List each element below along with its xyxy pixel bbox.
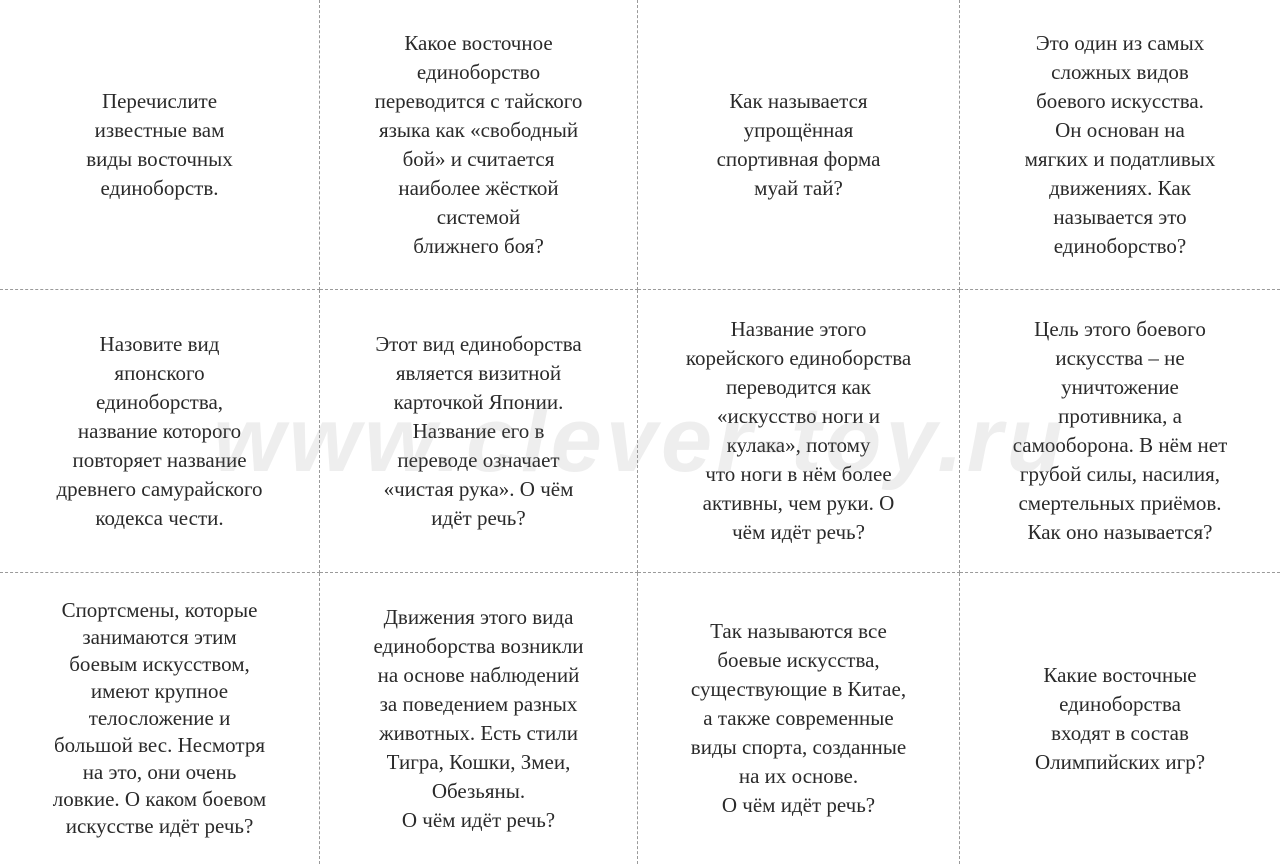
card-text-line: а также современные [703,706,894,730]
card-text-line: переводится как [725,375,872,399]
card-text-line: самооборона. В нём нет [1012,433,1228,457]
card-text-line: единоборств. [100,175,219,200]
card-text-line: переводится с тайского [374,88,583,113]
card-text-line: животных. Есть стили [379,720,578,745]
card-text-line: бой» и считается [402,146,555,171]
card-text-line: Название этого [730,317,867,341]
card-text-line: виды спорта, созданные [690,735,907,759]
card-text-line: называется это [1053,204,1187,229]
card-text-line: занимаются этим [82,625,237,649]
card-text-line: муай тай? [754,175,843,200]
card-text-line: большой вес. Несмотря [53,733,265,757]
card-text-line: переводе означает [397,447,560,472]
card-text-line: активны, чем руки. О [702,491,895,515]
quiz-card: Цель этого боевого искусства – не уничтоже… [960,290,1280,573]
card-text-line: чём идёт речь? [732,520,865,544]
card-text-line: искусстве идёт речь? [65,814,254,838]
card-text-line: что ноги в нём более [705,462,892,486]
card-text-line: О чём идёт речь? [721,793,876,817]
card-text-line: на это, они очень [82,760,237,784]
card-text-line: боевым искусством, [69,652,250,676]
card-text-line: Этот вид единоборства [375,331,582,356]
card-text-line: телосложение и [88,706,231,730]
card-text-line: имеют крупное [90,679,229,703]
card-text-line: единоборства возникли [373,633,584,658]
quiz-card: Перечислите известные вам виды восточных ед… [0,0,320,290]
card-text-line: уничтожение [1061,375,1179,399]
card-text-line: за поведением разных [379,691,578,716]
quiz-card: Название этого корейского единоборства пер… [638,290,960,573]
card-text-line: Название его в [412,418,545,443]
card-text-line: Спортсмены, которые [61,598,258,622]
quiz-card: Движения этого вида единоборства возникли… [320,573,638,864]
card-text-line: Он основан на [1055,117,1185,142]
quiz-card: Какое восточное единоборство переводится с… [320,0,638,290]
quiz-card: Какие восточные единоборства входят в сост… [960,573,1280,864]
card-text-line: противника, а [1058,404,1182,428]
card-text-line: упрощённая [743,117,854,142]
quiz-card: Как называется упрощённая спортивная форма… [638,0,960,290]
card-text-line: единоборства [1059,691,1181,716]
card-text-line: повторяет название [72,447,247,472]
card-text-line: идёт речь? [431,505,526,530]
quiz-card: Этот вид единоборства является визитной ка… [320,290,638,573]
card-text-line: ловкие. О каком боевом [52,787,267,811]
card-text-line: мягких и податливых [1024,146,1216,171]
quiz-card: Так называются все боевые искусства, сущес… [638,573,960,864]
card-text-line: Перечислите [101,88,218,113]
card-text-line: на их основе. [738,764,859,788]
card-text-line: Какое восточное [404,30,553,55]
card-text-line: кодекса чести. [95,505,224,530]
quiz-card: Спортсмены, которые занимаются этим боевым… [0,573,320,864]
card-text-line: входят в состав [1051,720,1189,745]
card-text-line: на основе наблюдений [377,662,580,687]
card-text-line: Движения этого вида [383,604,574,629]
card-text-line: Это один из самых [1035,30,1205,55]
card-text-line: Как оно называется? [1027,520,1213,544]
card-text-line: карточкой Японии. [393,389,564,414]
card-text-line: существующие в Китае, [690,677,907,701]
card-text-line: Как называется [729,88,868,113]
card-text-line: Тигра, Кошки, Змеи, [386,749,571,774]
card-text-line: боевые искусства, [717,648,880,672]
card-text-line: является визитной [395,360,562,385]
quiz-card: Это один из самых сложных видов боевого ис… [960,0,1280,290]
card-text-line: движениях. Как [1049,175,1191,200]
card-text-line: «искусство ноги и [717,404,880,428]
card-text-line: Цель этого боевого [1034,317,1206,341]
card-text-line: известные вам [94,117,225,142]
card-text-line: Назовите вид [99,331,220,356]
card-text-line: древнего самурайского [56,476,263,501]
card-text-line: единоборство [416,59,541,84]
card-text-line: спортивная форма [716,146,881,171]
card-text-line: боевого искусства. [1036,88,1204,113]
card-text-line: Так называются все [710,619,887,643]
card-text-line: О чём идёт речь? [401,807,556,832]
card-text-line: сложных видов [1051,59,1189,84]
card-text-line: японского [114,360,205,385]
quiz-card: Назовите вид японского единоборства, назван… [0,290,320,573]
card-text-line: «чистая рука». О чём [383,476,574,501]
card-text-line: кулака», потому [726,433,871,457]
card-text-line: Обезьяны. [431,778,526,803]
card-text-line: единоборство? [1053,233,1187,258]
card-text-line: искусства – не [1055,346,1185,370]
card-text-line: виды восточных [86,146,233,171]
card-text-line: системой [436,204,521,229]
card-text-line: смертельных приёмов. [1018,491,1222,515]
card-text-line: наиболее жёсткой [398,175,559,200]
card-text-line: единоборства, [95,389,224,414]
card-text-line: грубой силы, насилия, [1019,462,1221,486]
card-text-line: Какие восточные [1043,662,1197,687]
card-text-line: корейского единоборства [685,346,912,370]
card-text-line: название которого [77,418,242,443]
card-text-line: языка как «свободный [378,117,579,142]
card-text-line: Олимпийских игр? [1034,749,1206,774]
card-text-line: ближнего боя? [413,233,544,258]
